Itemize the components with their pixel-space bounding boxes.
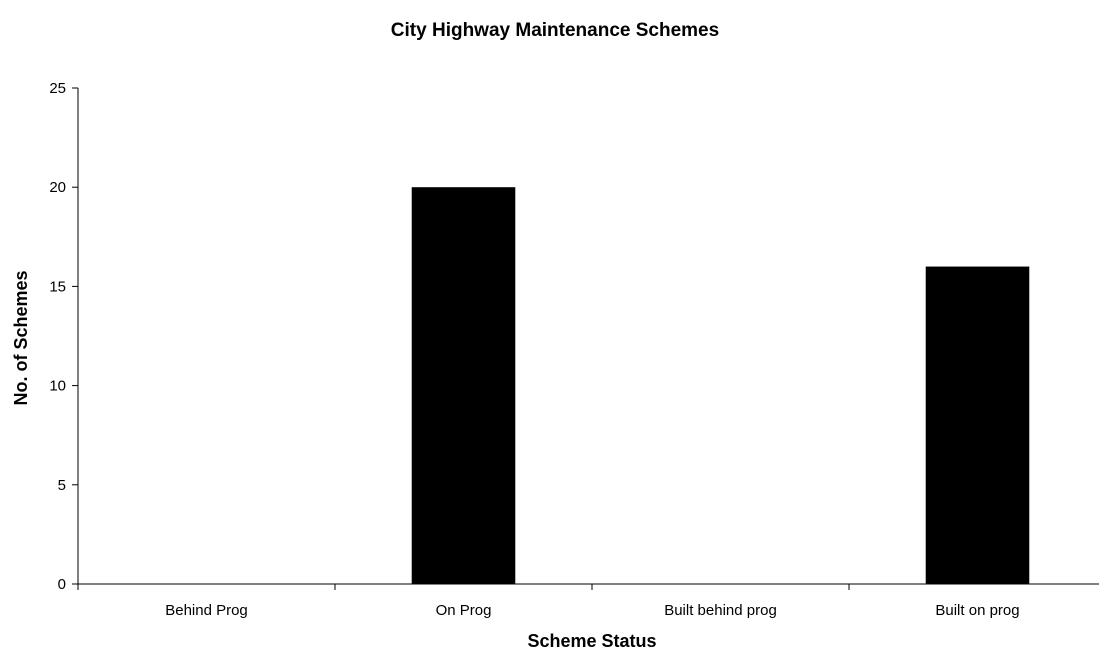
x-tick-label: Behind Prog [165,602,248,619]
y-tick-label: 15 [49,278,66,295]
x-tick-label: Built behind prog [664,602,777,619]
chart-title: City Highway Maintenance Schemes [391,20,719,41]
y-tick-label: 5 [58,477,66,494]
x-axis-title: Scheme Status [527,631,656,651]
y-tick-label: 25 [49,80,66,97]
y-tick-label: 10 [49,378,66,395]
x-tick-label: On Prog [436,602,492,619]
bar-on-prog [411,187,516,584]
y-axis: 0 5 10 15 20 25 [49,80,79,593]
y-axis-title: No. of Schemes [11,270,31,405]
y-tick-label: 20 [49,179,66,196]
x-tick-label: Built on prog [935,602,1019,619]
bars [411,187,1030,584]
x-axis: Behind Prog On Prog Built behind prog Built… [77,583,1099,619]
bar-built-on-prog [925,266,1030,584]
y-tick-label: 0 [58,576,66,593]
